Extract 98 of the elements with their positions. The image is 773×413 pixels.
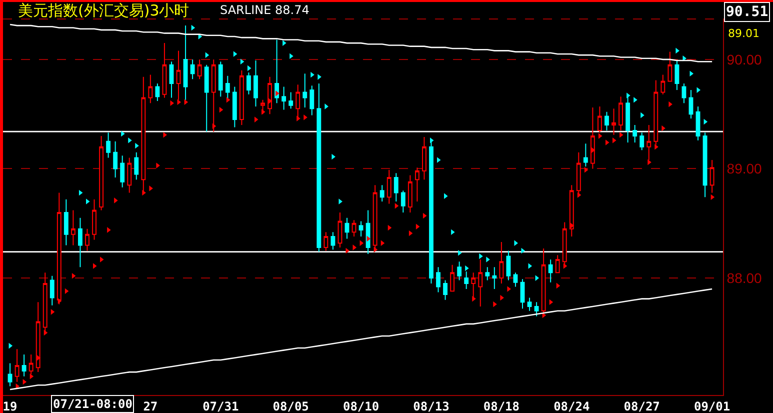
candlestick xyxy=(492,266,497,290)
candlestick xyxy=(169,61,174,98)
candlestick xyxy=(155,82,160,102)
candlestick xyxy=(330,232,336,250)
candlestick xyxy=(127,157,132,194)
candlestick xyxy=(400,190,406,213)
candlestick xyxy=(302,73,308,108)
candlestick xyxy=(254,60,258,107)
candlestick xyxy=(282,86,286,110)
candlestick xyxy=(99,135,104,211)
candlestick xyxy=(218,61,223,98)
y-tick-label: 89.00 xyxy=(726,160,762,177)
candlestick xyxy=(576,152,581,197)
candlestick xyxy=(162,42,167,98)
candlestick xyxy=(682,82,686,104)
line-series xyxy=(9,24,713,62)
candlestick xyxy=(246,72,251,95)
candlestick xyxy=(204,64,209,132)
candlestick xyxy=(513,272,518,288)
y-tick-label: 90.00 xyxy=(726,51,762,68)
candlestick xyxy=(366,210,370,254)
candlestick xyxy=(414,167,420,202)
candlestick xyxy=(22,354,26,377)
candlestick xyxy=(232,86,237,128)
chart-title: 美元指数(外汇交易)3小时 xyxy=(18,1,190,20)
candlestick xyxy=(696,106,700,141)
candlestick xyxy=(674,60,680,91)
candlestick xyxy=(113,140,118,178)
x-tick-label: 07/31 xyxy=(202,399,239,413)
candlestick xyxy=(408,174,412,213)
candlestick xyxy=(499,241,504,284)
x-tick-label: 08/10 xyxy=(342,399,380,413)
candlestick xyxy=(394,172,398,202)
candlestick xyxy=(8,362,12,387)
y-tick-label: 88.00 xyxy=(726,270,762,286)
text: 07/21-08:00 xyxy=(53,397,132,411)
candlestick xyxy=(85,228,90,252)
x-tick-label: 08/13 xyxy=(413,399,450,413)
candlestick xyxy=(422,136,426,180)
candlestick xyxy=(527,297,532,312)
candlestick xyxy=(548,258,553,283)
candlestick xyxy=(310,85,314,116)
candlestick xyxy=(386,169,392,204)
x-tick-label: 08/18 xyxy=(483,399,520,413)
candlestick xyxy=(288,92,294,110)
candlestick xyxy=(78,217,82,268)
candlestick xyxy=(485,266,490,281)
candlestick xyxy=(352,220,356,238)
candlestick xyxy=(710,160,714,194)
candlestick xyxy=(520,278,525,310)
candlestick xyxy=(36,302,40,373)
candlestick xyxy=(612,108,616,136)
candlestick xyxy=(338,212,342,248)
candlestick xyxy=(56,192,62,305)
x-tick-label: 08/24 xyxy=(554,399,590,413)
candlestick xyxy=(640,132,644,151)
text: 89.01 xyxy=(728,27,760,40)
candlestick xyxy=(668,51,672,82)
candlestick xyxy=(148,74,153,104)
candlestick xyxy=(534,302,539,317)
candlestick xyxy=(506,250,511,281)
text: 90.51 xyxy=(726,4,768,20)
candlestick xyxy=(120,155,125,188)
candlestick xyxy=(450,264,455,292)
candlestick xyxy=(260,99,265,115)
line-series xyxy=(9,288,713,390)
candlestick xyxy=(457,261,462,281)
candlestick xyxy=(688,90,694,119)
candlestick xyxy=(344,217,350,240)
x-tick-label: 08/05 xyxy=(272,399,309,413)
candlestick xyxy=(436,266,440,293)
candlestick xyxy=(14,348,20,382)
candlestick xyxy=(70,210,76,246)
candlestick xyxy=(197,58,202,80)
candlestick xyxy=(660,74,666,95)
candlestick xyxy=(702,132,708,198)
text: SARLINE 88.74 xyxy=(220,3,310,17)
candlestick xyxy=(50,275,54,306)
candlestick xyxy=(239,70,244,126)
x-tick-label: 09/01 xyxy=(694,399,730,413)
candlestick xyxy=(555,254,560,274)
x-tick-label: 19 xyxy=(2,399,18,413)
candlestick xyxy=(316,82,322,252)
candlestick xyxy=(190,58,195,80)
candlestick xyxy=(64,198,68,246)
candlestick xyxy=(443,280,448,300)
candlestick xyxy=(92,198,96,240)
candlestick xyxy=(106,132,111,158)
candlestick xyxy=(134,152,139,180)
candlestick xyxy=(604,111,609,131)
candlestick xyxy=(618,96,623,131)
candlestick xyxy=(324,232,328,252)
candlestick xyxy=(632,124,638,144)
x-tick-label: 27 xyxy=(143,399,158,413)
candlestick xyxy=(211,58,216,132)
candlestick xyxy=(358,220,364,238)
candlestick xyxy=(380,184,384,202)
x-tick-label: 08/27 xyxy=(624,399,660,413)
